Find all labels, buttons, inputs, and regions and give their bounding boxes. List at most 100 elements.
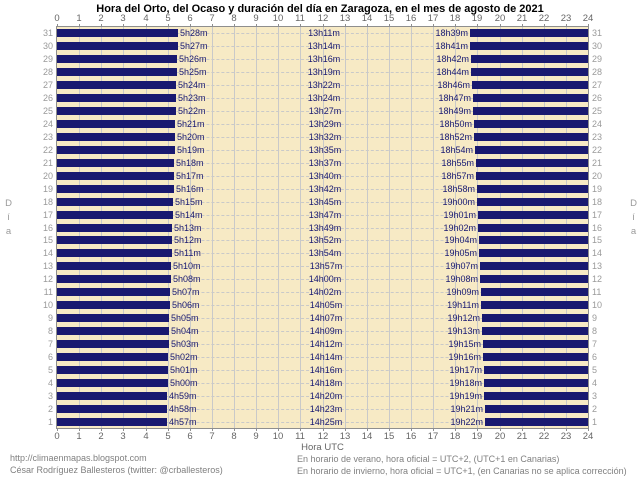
chart-title: Hora del Orto, del Ocaso y duración del …: [96, 3, 544, 15]
y-axis-label-right: Día: [628, 198, 639, 240]
axis-tick: [57, 24, 58, 27]
sunset-time-label: 19h04m: [444, 235, 477, 245]
sunset-time-label: 18h49m: [438, 106, 471, 116]
day-number-right: 11: [592, 287, 602, 297]
hour-tick-label-top: 9: [253, 13, 259, 24]
axis-tick: [544, 24, 545, 27]
day-number-right: 30: [592, 41, 603, 51]
sunrise-time-label: 5h05m: [171, 313, 199, 323]
hour-tick-label-bottom: 2: [98, 431, 104, 442]
day-number-right: 16: [592, 223, 603, 233]
row-dashed-line: [57, 383, 588, 384]
hour-tick-label-bottom: 7: [209, 431, 215, 442]
axis-tick: [212, 24, 213, 27]
axis-tick: [146, 428, 147, 431]
day-number-left: 30: [42, 41, 53, 51]
axis-tick: [500, 24, 501, 27]
hour-tick-label-top: 13: [339, 13, 351, 24]
hour-tick-label-top: 17: [427, 13, 439, 24]
footer-author: César Rodríguez Ballesteros (twitter: @c…: [10, 465, 223, 475]
day-duration-label: 14h02m: [308, 287, 342, 297]
day-number-left: 3: [47, 391, 53, 401]
day-number-left: 15: [42, 235, 53, 245]
night-bar-morning: [57, 405, 167, 413]
axis-tick: [168, 24, 169, 27]
sunrise-time-label: 5h22m: [178, 106, 206, 116]
day-number-right: 7: [592, 339, 598, 349]
row-dashed-line: [57, 279, 588, 280]
row-dashed-line: [57, 344, 588, 345]
axis-tick: [367, 24, 368, 27]
day-duration-label: 13h47m: [308, 210, 342, 220]
row-dashed-line: [57, 111, 588, 112]
sunset-time-label: 19h15m: [448, 339, 481, 349]
axis-tick: [566, 428, 567, 431]
night-bar-morning: [57, 327, 169, 335]
night-bar-morning: [57, 236, 172, 244]
sunrise-time-label: 5h18m: [176, 158, 204, 168]
axis-tick: [522, 24, 523, 27]
row-dashed-line: [57, 396, 588, 397]
sunrise-time-label: 5h14m: [175, 210, 203, 220]
hour-gridline: [411, 27, 412, 428]
night-bar-morning: [57, 275, 171, 283]
day-duration-label: 14h05m: [309, 300, 343, 310]
night-bar-morning: [57, 288, 170, 296]
day-number-left: 2: [47, 404, 53, 414]
sunrise-time-label: 5h00m: [170, 378, 198, 388]
hour-tick-label-bottom: 22: [538, 431, 550, 442]
night-bar-evening: [473, 107, 588, 115]
axis-tick: [389, 24, 390, 27]
sunrise-time-label: 5h04m: [171, 326, 199, 336]
axis-tick: [146, 24, 147, 27]
hour-tick-label-top: 10: [272, 13, 284, 24]
sunrise-time-label: 5h02m: [170, 352, 198, 362]
row-dashed-line: [57, 150, 588, 151]
day-number-left: 24: [42, 119, 53, 129]
hour-tick-label-top: 14: [361, 13, 373, 24]
night-bar-morning: [57, 301, 170, 309]
sunset-time-label: 19h07m: [445, 261, 478, 271]
day-number-left: 10: [42, 300, 53, 310]
axis-tick: [544, 428, 545, 431]
hour-gridline: [477, 27, 478, 428]
sunrise-time-label: 5h21m: [177, 119, 205, 129]
night-bar-evening: [477, 198, 588, 206]
row-dashed-line: [57, 33, 588, 34]
sunrise-time-label: 4h57m: [169, 417, 197, 427]
hour-tick-label-top: 8: [231, 13, 237, 24]
night-bar-evening: [474, 120, 588, 128]
hour-gridline: [212, 27, 213, 428]
day-duration-label: 13h32m: [308, 132, 342, 142]
sunset-time-label: 18h57m: [441, 171, 474, 181]
night-bar-morning: [57, 224, 172, 232]
day-number-left: 4: [47, 378, 53, 388]
sunset-time-label: 19h02m: [443, 223, 476, 233]
sunset-time-label: 19h13m: [447, 326, 480, 336]
sunrise-time-label: 5h25m: [179, 67, 207, 77]
day-number-right: 5: [592, 365, 598, 375]
day-number-right: 28: [592, 67, 603, 77]
day-duration-label: 13h27m: [308, 106, 342, 116]
night-bar-evening: [478, 224, 588, 232]
sunset-time-label: 19h19m: [449, 391, 482, 401]
night-bar-evening: [480, 275, 588, 283]
axis-tick: [323, 24, 324, 27]
sunrise-time-label: 5h20m: [177, 132, 205, 142]
night-bar-evening: [479, 236, 588, 244]
day-duration-label: 13h14m: [307, 41, 341, 51]
row-dashed-line: [57, 124, 588, 125]
day-duration-label: 14h18m: [309, 378, 343, 388]
night-bar-morning: [57, 42, 178, 50]
sunset-time-label: 19h05m: [444, 248, 477, 258]
sunset-time-label: 18h44m: [436, 67, 469, 77]
hour-tick-label-bottom: 3: [120, 431, 126, 442]
day-number-left: 16: [42, 223, 53, 233]
plot-frame: 5h28m 13h11m 18h39m 5h27m 13h14m 18h41m 5h26m 1…: [56, 26, 589, 429]
day-number-right: 19: [592, 184, 603, 194]
row-dashed-line: [57, 292, 588, 293]
hour-tick-label-top: 4: [143, 13, 149, 24]
axis-tick: [79, 428, 80, 431]
axis-tick: [588, 24, 589, 27]
day-number-right: 26: [592, 93, 603, 103]
